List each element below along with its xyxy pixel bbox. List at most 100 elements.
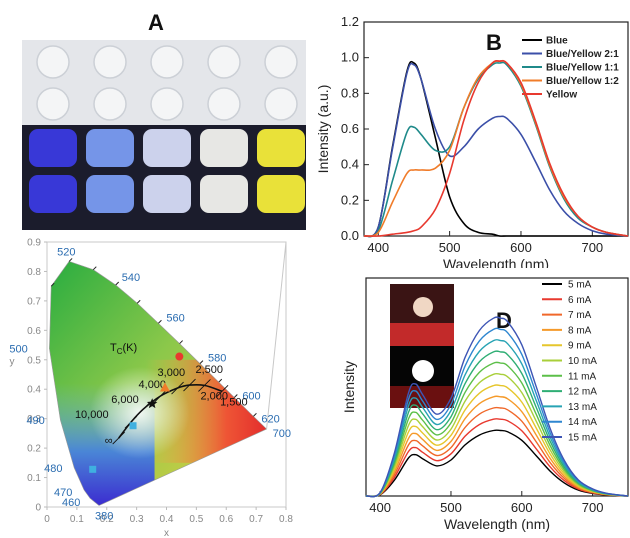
cct-label: 3,000 bbox=[158, 367, 186, 379]
legend-label: 11 mA bbox=[568, 371, 596, 382]
x-tick-label: 0.8 bbox=[279, 514, 293, 525]
wavelength-label: 700 bbox=[273, 428, 291, 440]
x-axis-label: Wavelength (nm) bbox=[444, 516, 550, 532]
photo-unlit-samples bbox=[36, 45, 298, 121]
legend-label: Blue/Yellow 1:1 bbox=[546, 63, 619, 74]
legend-label: 13 mA bbox=[568, 402, 597, 413]
cct-label: 2,500 bbox=[196, 364, 224, 376]
y-tick-label: 0.1 bbox=[27, 473, 41, 484]
x-tick-label: 0.5 bbox=[189, 514, 203, 525]
unlit-sample bbox=[93, 87, 127, 121]
x-axis-label: Wavelength (nm) bbox=[443, 256, 549, 268]
y-axis-label: y bbox=[10, 357, 15, 368]
wavelength-label: 500 bbox=[9, 344, 27, 356]
photo-glowing-samples bbox=[29, 129, 305, 213]
panel-b-label: B bbox=[486, 30, 502, 55]
wavelength-label: 560 bbox=[166, 312, 184, 324]
glowing-sample bbox=[200, 129, 248, 167]
glowing-sample bbox=[143, 175, 191, 213]
unlit-sample bbox=[150, 45, 184, 79]
planckian-label-unit: (K) bbox=[123, 342, 138, 354]
x-tick-label: 0.3 bbox=[130, 514, 144, 525]
series-line bbox=[365, 316, 629, 498]
data-point-star bbox=[146, 398, 158, 409]
series-line bbox=[363, 62, 629, 238]
x-tick-label: 0 bbox=[44, 514, 50, 525]
series-line bbox=[365, 372, 629, 498]
inset-led-off bbox=[413, 297, 433, 317]
inset-led-on bbox=[412, 360, 434, 382]
locus-tick bbox=[179, 340, 183, 344]
glowing-sample bbox=[257, 129, 305, 167]
unlit-sample bbox=[93, 45, 127, 79]
legend-label: 5 mA bbox=[568, 280, 592, 291]
x-tick-label: 500 bbox=[439, 240, 461, 255]
x-tick-label: 0.2 bbox=[100, 514, 114, 525]
unlit-sample bbox=[207, 45, 241, 79]
cct-label: 4,000 bbox=[139, 379, 167, 391]
y-tick-label: 0 bbox=[35, 503, 41, 514]
unlit-sample bbox=[36, 45, 70, 79]
locus-tick bbox=[92, 266, 97, 271]
cct-label: 10,000 bbox=[75, 409, 109, 421]
panel-d-label: D bbox=[496, 308, 512, 333]
series-line bbox=[365, 418, 629, 497]
x-tick-label: 600 bbox=[510, 240, 532, 255]
data-point-triangle bbox=[160, 382, 171, 392]
series-line bbox=[365, 384, 629, 498]
y-tick-label: 0.8 bbox=[27, 267, 41, 278]
wavelength-label: 480 bbox=[44, 463, 62, 475]
cct-label: 2,000 bbox=[200, 390, 228, 402]
glowing-sample bbox=[86, 175, 134, 213]
isotherm-line bbox=[112, 431, 126, 445]
series-line bbox=[365, 406, 629, 498]
wavelength-label: 600 bbox=[242, 390, 260, 402]
cct-label: ∞ bbox=[105, 435, 113, 447]
legend-label: 6 mA bbox=[568, 295, 592, 306]
locus-tick bbox=[233, 394, 238, 398]
wavelength-label: 580 bbox=[208, 353, 226, 365]
legend-label: 7 mA bbox=[568, 310, 592, 321]
series-line bbox=[363, 61, 629, 238]
cct-label: 6,000 bbox=[111, 394, 139, 406]
y-tick-label: 0.9 bbox=[27, 238, 41, 249]
glowing-sample bbox=[86, 129, 134, 167]
y-tick-label: 0.2 bbox=[27, 444, 41, 455]
isotherm-line bbox=[198, 379, 211, 392]
series-line bbox=[363, 59, 629, 237]
locus-tick bbox=[218, 378, 223, 383]
unlit-sample bbox=[264, 45, 298, 79]
y-tick-label: 0.7 bbox=[27, 296, 41, 307]
data-point-square bbox=[89, 465, 97, 473]
locus-tick bbox=[158, 319, 162, 324]
cct-label: 1,500 bbox=[220, 396, 248, 408]
diagonal-frame-line bbox=[266, 241, 287, 430]
y-tick-label: 0.4 bbox=[27, 385, 41, 396]
isotherm-line bbox=[154, 389, 167, 403]
legend-label: Blue/Yellow 1:2 bbox=[546, 76, 619, 87]
x-tick-label: 600 bbox=[511, 500, 533, 515]
legend-label: 8 mA bbox=[568, 325, 592, 336]
glowing-sample bbox=[29, 129, 77, 167]
x-tick-label: 0.1 bbox=[70, 514, 84, 525]
data-point-square bbox=[129, 422, 137, 430]
x-tick-label: 0.4 bbox=[160, 514, 174, 525]
data-point bbox=[175, 352, 184, 361]
locus-tick bbox=[115, 281, 120, 286]
y-tick-label: 0.6 bbox=[27, 326, 41, 337]
y-tick-label: 1.0 bbox=[341, 50, 359, 65]
isotherm-line bbox=[124, 415, 138, 429]
y-tick-label: 0.2 bbox=[341, 192, 359, 207]
plot-frame bbox=[365, 277, 629, 497]
y-tick-label: 1.2 bbox=[341, 14, 359, 29]
legend-label: Blue/Yellow 2:1 bbox=[546, 49, 619, 60]
series-line bbox=[365, 327, 629, 498]
wavelength-label: 490 bbox=[26, 415, 44, 427]
y-tick-label: 0.0 bbox=[341, 228, 359, 243]
isotherm-line bbox=[171, 381, 184, 395]
panel-a-label: A bbox=[148, 10, 164, 35]
unlit-sample bbox=[207, 87, 241, 121]
glowing-sample bbox=[257, 175, 305, 213]
y-tick-label: 0.4 bbox=[341, 157, 359, 172]
